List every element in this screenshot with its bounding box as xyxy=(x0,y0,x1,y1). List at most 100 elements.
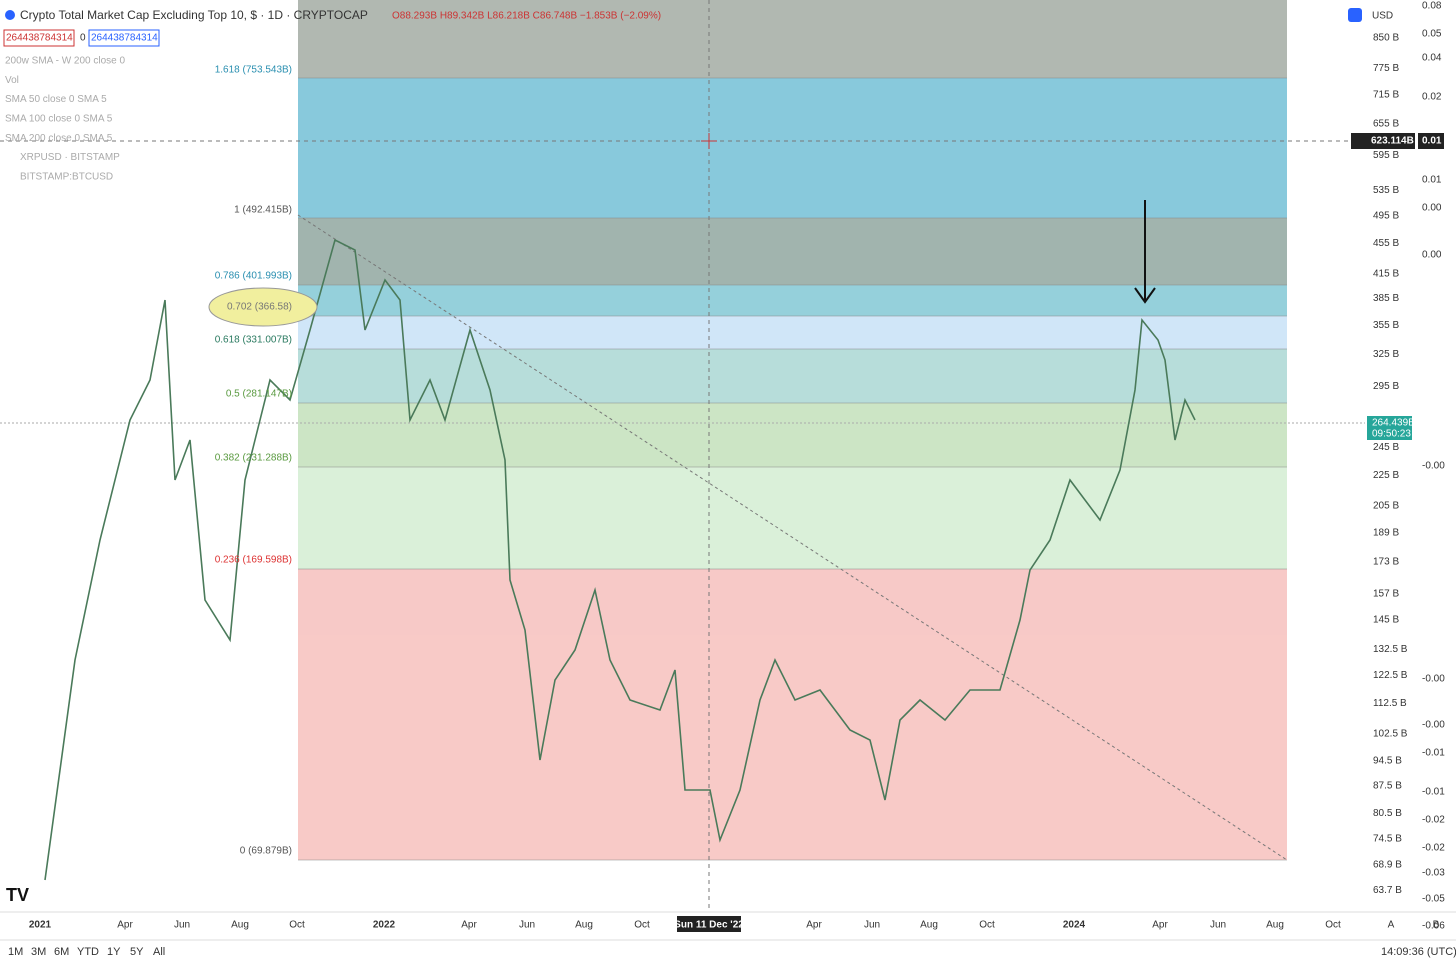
secondary-label: 0.08 xyxy=(1422,1,1442,12)
countdown: 09:50:23 xyxy=(1372,429,1411,440)
fib-label: 0.382 (231.288B) xyxy=(215,453,292,464)
price-label: 68.9 B xyxy=(1373,859,1402,870)
time-label: Oct xyxy=(979,920,995,931)
fib-label: 1.618 (753.543B) xyxy=(215,65,292,76)
price-label: 715 B xyxy=(1373,90,1399,101)
secondary-label: -0.01 xyxy=(1422,748,1445,759)
price-label: 535 B xyxy=(1373,185,1399,196)
time-label: A xyxy=(1388,920,1395,931)
secondary-label: 0.01 xyxy=(1422,175,1442,186)
symbol-title: Crypto Total Market Cap Excluding Top 10… xyxy=(20,8,368,22)
secondary-label: -0.01 xyxy=(1422,787,1445,798)
secondary-label: 0.00 xyxy=(1422,250,1442,261)
fib-zones xyxy=(298,0,1287,860)
time-label: Jun xyxy=(174,920,190,931)
price-label: 385 B xyxy=(1373,293,1399,304)
secondary-label: -0.02 xyxy=(1422,843,1445,854)
price-label: 225 B xyxy=(1373,470,1399,481)
price-label: 94.5 B xyxy=(1373,755,1402,766)
indicator[interactable]: BITSTAMP:BTCUSD xyxy=(20,171,113,182)
price-label: 87.5 B xyxy=(1373,781,1402,792)
fib-label: 0.618 (331.007B) xyxy=(215,335,292,346)
currency[interactable]: USD xyxy=(1372,11,1393,22)
fib-label: 0 (69.879B) xyxy=(240,846,292,857)
price-trace xyxy=(44,238,1196,881)
price-label: 173 B xyxy=(1373,556,1399,567)
secondary-label: -0.03 xyxy=(1422,868,1445,879)
time-label: 2024 xyxy=(1063,920,1086,931)
input-box xyxy=(3,29,75,47)
price-label: 415 B xyxy=(1373,269,1399,280)
indicator[interactable]: 200w SMA - W 200 close 0 xyxy=(5,56,125,67)
time-label: Apr xyxy=(461,920,477,931)
time-label: Oct xyxy=(634,920,650,931)
arrow xyxy=(1134,200,1156,304)
svg-text:TV: TV xyxy=(6,885,29,905)
time-label: Apr xyxy=(117,920,133,931)
range-button[interactable]: All xyxy=(153,946,165,958)
fib-label: 0.786 (401.993B) xyxy=(215,271,292,282)
price-label: 850 B xyxy=(1373,33,1399,44)
price-label: 122.5 B xyxy=(1373,670,1408,681)
range-button[interactable]: 6M xyxy=(54,946,69,958)
time-label: Apr xyxy=(806,920,822,931)
secondary-label: -0.00 xyxy=(1422,720,1445,731)
price-label: 495 B xyxy=(1373,211,1399,222)
indicator[interactable]: SMA 100 close 0 SMA 5 xyxy=(5,114,113,125)
price-label: 205 B xyxy=(1373,501,1399,512)
input-box xyxy=(88,29,160,47)
price-label: 112.5 B xyxy=(1373,698,1407,709)
range-button[interactable]: 1Y xyxy=(107,946,121,958)
price-label: 102.5 B xyxy=(1373,729,1408,740)
price-label: 74.5 B xyxy=(1373,834,1402,845)
price-label: 295 B xyxy=(1373,381,1399,392)
time-label: Oct xyxy=(1325,920,1341,931)
fib-label: 0.5 (281.147B) xyxy=(226,389,292,400)
time-label: Aug xyxy=(575,920,593,931)
input-value[interactable]: 264438784314 xyxy=(91,33,158,44)
time-label: Aug xyxy=(920,920,938,931)
secondary-label: 0.00 xyxy=(1422,203,1442,214)
secondary-label: -0.00 xyxy=(1422,674,1445,685)
range-button[interactable]: 5Y xyxy=(130,946,144,958)
indicator[interactable]: SMA 200 close 0 SMA 5 xyxy=(5,133,113,144)
time-label: Jun xyxy=(519,920,535,931)
clock: 14:09:36 (UTC) xyxy=(1381,946,1456,958)
indicator[interactable]: SMA 50 close 0 SMA 5 xyxy=(5,94,107,105)
input-value[interactable]: 264438784314 xyxy=(6,33,73,44)
price-label: 157 B xyxy=(1373,588,1399,599)
range-button[interactable]: 3M xyxy=(31,946,46,958)
time-label: Oct xyxy=(289,920,305,931)
price-label: 355 B xyxy=(1373,320,1399,331)
price-label: 595 B xyxy=(1373,150,1399,161)
time-label: Aug xyxy=(231,920,249,931)
secondary-label: 0.04 xyxy=(1422,53,1442,64)
cursor xyxy=(701,133,717,149)
range-button[interactable]: YTD xyxy=(77,946,99,958)
trend-line xyxy=(297,214,1288,861)
price-label: 189 B xyxy=(1373,527,1399,538)
range-button[interactable]: 1M xyxy=(8,946,23,958)
crosshair-date: Sun 11 Dec '22 xyxy=(674,920,744,931)
time-label: 2021 xyxy=(29,920,52,931)
time-label: B xyxy=(1433,920,1440,931)
secondary-label: -0.02 xyxy=(1422,815,1445,826)
price-label: 325 B xyxy=(1373,349,1399,360)
fib-label: 0.236 (169.598B) xyxy=(215,555,292,566)
input-value[interactable]: 0 xyxy=(80,33,86,44)
secondary-label: -0.00 xyxy=(1422,461,1445,472)
crosshair-price: 623.114B xyxy=(1371,136,1414,147)
price-label: 63.7 B xyxy=(1373,885,1402,896)
secondary-label: -0.06 xyxy=(1422,921,1445,932)
indicator[interactable]: Vol xyxy=(5,75,19,86)
secondary-label: -0.05 xyxy=(1422,894,1445,905)
indicator[interactable]: XRPUSD · BITSTAMP xyxy=(20,152,120,163)
price-label: 775 B xyxy=(1373,63,1399,74)
fib-label: 0.702 (366.58) xyxy=(227,302,292,313)
price-label: 80.5 B xyxy=(1373,808,1402,819)
price-label: 455 B xyxy=(1373,238,1399,249)
time-label: Apr xyxy=(1152,920,1168,931)
secondary-label: 0.02 xyxy=(1422,92,1442,103)
ohlc: O88.293B H89.342B L86.218B C86.748B −1.8… xyxy=(392,11,661,22)
